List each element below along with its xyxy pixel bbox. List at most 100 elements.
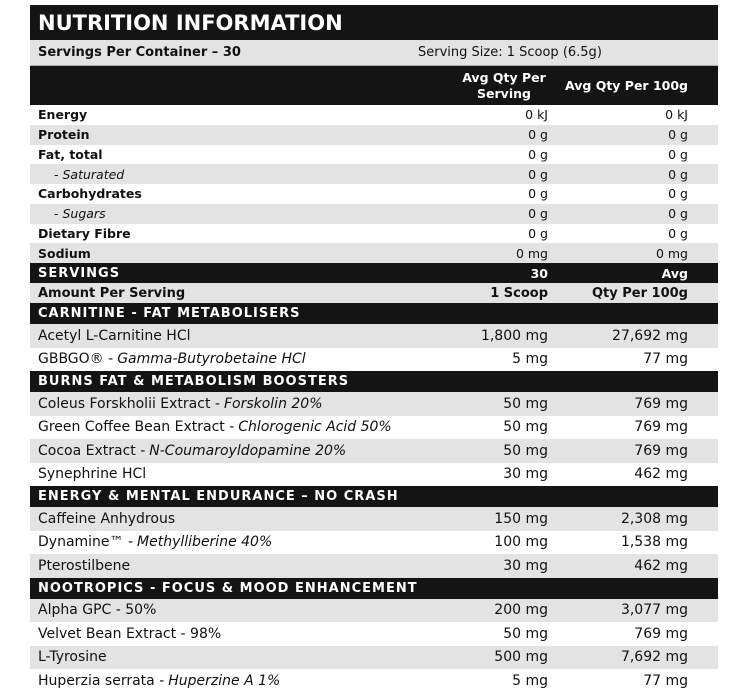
section-title: BURNS FAT & METABOLISM BOOSTERS — [38, 374, 350, 389]
title: NUTRITION INFORMATION — [38, 10, 343, 35]
nutrient-row: - Sugars 0 g 0 g — [30, 203, 718, 224]
ingredient-row: Pterostilbene 30 mg 462 mg — [30, 554, 718, 578]
nutrient-name: - Sugars — [54, 206, 106, 222]
ingredient-per-serving: 30 mg — [503, 557, 548, 574]
ingredient-cell: Alpha GPC - 50% — [38, 599, 156, 623]
ingredient-per-serving: 50 mg — [503, 395, 548, 412]
ingredient-detail: Gamma-Butyrobetaine HCl — [117, 351, 306, 368]
ingredient-row: Caffeine Anhydrous 150 mg 2,308 mg — [30, 507, 718, 531]
nutrient-per-100g: 0 g — [668, 166, 688, 182]
ingredient-row: Dynamine™ - Methylliberine 40% 100 mg 1,538… — [30, 531, 718, 555]
nutrient-per-100g: 0 g — [668, 186, 688, 202]
ingredient-name: L-Tyrosine — [38, 649, 107, 666]
ingredient-per-100g: 27,692 mg — [612, 327, 688, 344]
ingredient-per-serving: 50 mg — [503, 625, 548, 642]
section-header: NOOTROPICS - FOCUS & MOOD ENHANCEMENT — [30, 577, 718, 599]
nutrient-name: - Saturated — [54, 166, 125, 182]
ingredient-name: Velvet Bean Extract - 98% — [38, 625, 222, 642]
nutrient-name: Fat, total — [38, 146, 103, 162]
ingredient-detail: Methylliberine 40% — [137, 534, 273, 551]
nutrient-per-serving: 0 mg — [515, 245, 548, 261]
ingredient-per-serving: 150 mg — [494, 510, 548, 527]
ingredient-per-serving: 50 mg — [503, 419, 548, 436]
nutrient-row: Carbohydrates 0 g 0 g — [30, 184, 718, 204]
ingredient-per-serving: 5 mg — [512, 672, 548, 689]
ingredient-row: Coleus Forskholii Extract - Forskolin 20%… — [30, 392, 718, 416]
ingredient-name: Huperzia serrata - — [38, 672, 165, 689]
amount-per-100g: Qty Per 100g — [592, 285, 688, 301]
nutrient-per-100g: 0 g — [668, 206, 688, 222]
ingredient-name: Pterostilbene — [38, 557, 131, 574]
ingredient-row: Cocoa Extract - N-Coumaroyldopamine 20% 50… — [30, 439, 718, 463]
title-bar: NUTRITION INFORMATION — [30, 5, 718, 40]
ingredient-name: Synephrine HCl — [38, 466, 147, 483]
amount-scoop: 1 Scoop — [490, 285, 548, 301]
section-header: CARNITINE - FAT METABOLISERS — [30, 303, 718, 324]
nutrient-row: Fat, total 0 g 0 g — [30, 145, 718, 165]
nutrient-rows: Energy 0 kJ 0 kJ Protein 0 g 0 g Fat, total 0 g… — [30, 105, 718, 263]
ingredient-cell: Velvet Bean Extract - 98% — [38, 622, 221, 646]
ingredient-per-serving: 100 mg — [494, 534, 548, 551]
ingredient-cell: Green Coffee Bean Extract - Chlorogenic A… — [38, 416, 392, 440]
ingredient-cell: Huperzia serrata - Huperzine A 1% — [38, 669, 280, 693]
header-per-100g: Avg Qty Per 100g — [565, 78, 688, 93]
servings-count: 30 — [530, 265, 548, 281]
ingredient-cell: Acetyl L-Carnitine HCl — [38, 324, 191, 348]
section-title: NOOTROPICS - FOCUS & MOOD ENHANCEMENT — [38, 580, 418, 596]
ingredient-name: GBBGO® - — [38, 351, 114, 368]
ingredient-cell: Synephrine HCl — [38, 463, 146, 487]
ingredient-per-100g: 77 mg — [643, 351, 688, 368]
ingredient-cell: Dynamine™ - Methylliberine 40% — [38, 531, 272, 555]
nutrient-per-serving: 0 kJ — [525, 107, 548, 123]
nutrient-name: Energy — [38, 107, 88, 123]
ingredient-cell: Cocoa Extract - N-Coumaroyldopamine 20% — [38, 439, 346, 463]
nutrient-per-100g: 0 kJ — [665, 107, 688, 123]
ingredient-per-serving: 500 mg — [494, 649, 548, 666]
ingredient-name: Cocoa Extract - — [38, 442, 146, 459]
ingredient-sections: CARNITINE - FAT METABOLISERS Acetyl L-Car… — [30, 303, 718, 693]
ingredient-per-serving: 1,800 mg — [480, 327, 548, 344]
servings-avg: Avg — [661, 265, 688, 281]
nutrient-name: Sodium — [38, 245, 91, 261]
section-title: ENERGY & MENTAL ENDURANCE – NO CRASH — [38, 489, 399, 504]
ingredient-per-100g: 2,308 mg — [620, 510, 688, 527]
ingredient-cell: L-Tyrosine — [38, 646, 107, 670]
nutrient-name: Protein — [38, 127, 90, 143]
ingredient-name: Green Coffee Bean Extract - — [38, 419, 235, 436]
ingredient-name: Alpha GPC - 50% — [38, 602, 157, 619]
nutrient-name: Carbohydrates — [38, 186, 142, 202]
ingredient-detail: Forskolin 20% — [223, 395, 323, 412]
servings-label: SERVINGS — [38, 265, 121, 281]
ingredient-cell: Caffeine Anhydrous — [38, 507, 175, 531]
servings-header: SERVINGS 30 Avg — [30, 263, 718, 283]
ingredient-per-serving: 200 mg — [494, 602, 548, 619]
ingredient-name: Acetyl L-Carnitine HCl — [38, 327, 191, 344]
nutrient-per-serving: 0 g — [528, 186, 548, 202]
ingredient-per-100g: 769 mg — [634, 625, 688, 642]
ingredient-per-serving: 30 mg — [503, 466, 548, 483]
ingredient-name: Caffeine Anhydrous — [38, 510, 176, 527]
nutrient-per-100g: 0 g — [668, 225, 688, 241]
ingredient-detail: N-Coumaroyldopamine 20% — [149, 442, 347, 459]
ingredient-name: Dynamine™ - — [38, 534, 134, 551]
nutrient-per-serving: 0 g — [528, 166, 548, 182]
nutrient-per-100g: 0 mg — [655, 245, 688, 261]
nutrient-row: Energy 0 kJ 0 kJ — [30, 105, 718, 125]
nutrient-per-serving: 0 g — [528, 225, 548, 241]
ingredient-row: Synephrine HCl 30 mg 462 mg — [30, 463, 718, 487]
serving-size: Serving Size: 1 Scoop (6.5g) — [418, 45, 602, 60]
nutrient-row: Sodium 0 mg 0 mg — [30, 243, 718, 263]
ingredient-detail: Huperzine A 1% — [168, 672, 281, 689]
ingredient-per-100g: 769 mg — [634, 442, 688, 459]
ingredient-cell: Pterostilbene — [38, 554, 130, 578]
nutrient-row: - Saturated 0 g 0 g — [30, 164, 718, 184]
ingredient-name: Coleus Forskholii Extract - — [38, 395, 220, 412]
ingredient-per-100g: 462 mg — [634, 466, 688, 483]
header-per-serving: Avg Qty Per Serving — [462, 69, 546, 101]
ingredient-per-100g: 7,692 mg — [620, 649, 688, 666]
ingredient-row: GBBGO® - Gamma-Butyrobetaine HCl 5 mg 77 mg — [30, 348, 718, 372]
nutrient-per-100g: 0 g — [668, 127, 688, 143]
ingredient-row: Acetyl L-Carnitine HCl 1,800 mg 27,692 mg — [30, 324, 718, 348]
ingredient-cell: GBBGO® - Gamma-Butyrobetaine HCl — [38, 348, 306, 372]
